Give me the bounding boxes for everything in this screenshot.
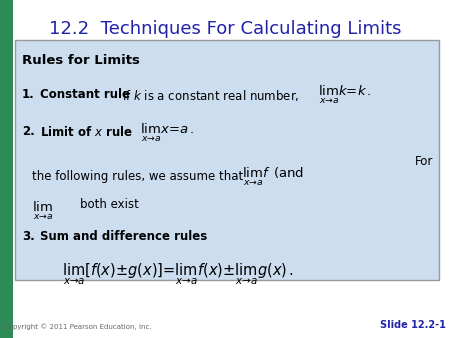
Text: Sum and difference rules: Sum and difference rules — [40, 230, 207, 243]
Text: 2.: 2. — [22, 125, 35, 138]
Text: $\lim_{x \to a} f\,$ (and: $\lim_{x \to a} f\,$ (and — [242, 166, 304, 188]
Text: 12.2  Techniques For Calculating Limits: 12.2 Techniques For Calculating Limits — [49, 20, 401, 38]
Text: both exist: both exist — [80, 198, 139, 211]
Text: 1.: 1. — [22, 88, 35, 101]
Text: Copyright © 2011 Pearson Education, Inc.: Copyright © 2011 Pearson Education, Inc. — [4, 323, 152, 330]
Text: $\lim_{x \to a}[f(x) \pm g(x)] = \lim_{x \to a} f(x) \pm \lim_{x \to a} g(x)\,.$: $\lim_{x \to a}[f(x) \pm g(x)] = \lim_{x… — [62, 262, 294, 287]
Text: Limit of $x$ rule: Limit of $x$ rule — [40, 125, 133, 139]
Text: 3.: 3. — [22, 230, 35, 243]
Text: For: For — [414, 155, 433, 168]
Text: $\lim_{x \to a} k = k\,.$: $\lim_{x \to a} k = k\,.$ — [318, 84, 372, 106]
Text: Slide 12.2-1: Slide 12.2-1 — [380, 320, 446, 330]
Text: Constant rule: Constant rule — [40, 88, 130, 101]
Text: Rules for Limits: Rules for Limits — [22, 54, 140, 67]
FancyBboxPatch shape — [15, 40, 439, 280]
Bar — [0, 0, 13, 338]
Text: $\lim_{x \to a} x = a\,.$: $\lim_{x \to a} x = a\,.$ — [140, 122, 194, 144]
Text: the following rules, we assume that: the following rules, we assume that — [32, 170, 243, 183]
Text: If $k$ is a constant real number,: If $k$ is a constant real number, — [122, 88, 300, 103]
Text: $\lim_{x \to a}$: $\lim_{x \to a}$ — [32, 200, 53, 222]
